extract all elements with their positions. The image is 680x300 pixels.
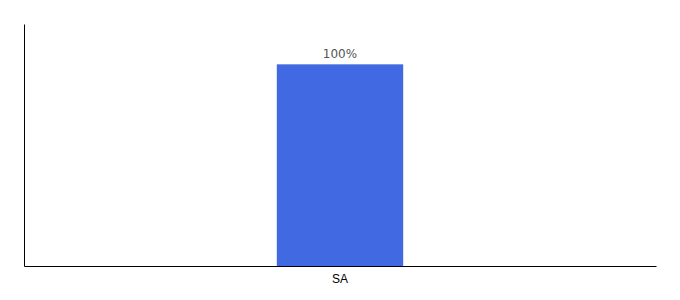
x-axis-line <box>25 266 657 267</box>
bar <box>277 64 403 266</box>
bars <box>277 64 403 266</box>
x-tick-label: SA <box>332 272 348 286</box>
x-axis: SA <box>25 267 657 286</box>
chart: SA 100% <box>0 0 680 300</box>
data-label: 100% <box>323 47 357 61</box>
x-tick: SA <box>332 272 348 286</box>
y-axis <box>24 25 25 267</box>
plot: SA 100% <box>25 25 657 286</box>
y-axis-line <box>24 25 25 267</box>
data-labels: 100% <box>323 47 357 61</box>
